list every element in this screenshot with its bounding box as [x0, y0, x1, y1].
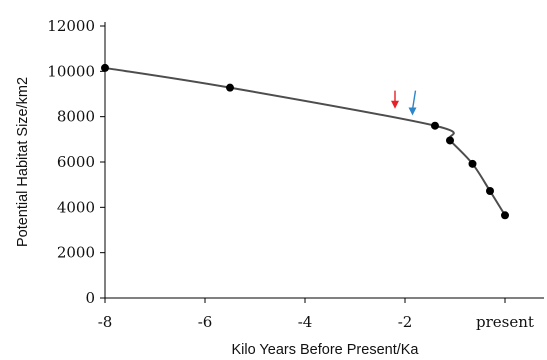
x-tick-label: present: [476, 313, 534, 331]
y-tick-label: 6000: [57, 153, 95, 171]
series-layer: [101, 63, 509, 220]
annotation-arrow: [391, 90, 399, 109]
y-axis-ticks: 0 2000 4000 6000 8000 10000 12000: [47, 17, 105, 307]
data-point: [468, 159, 477, 168]
data-point: [486, 187, 494, 196]
annotation-arrow: [408, 90, 417, 116]
data-point: [226, 83, 234, 92]
y-tick-label: 8000: [57, 108, 95, 126]
x-tick-label: -6: [198, 313, 213, 331]
annotation-layer: [391, 90, 417, 116]
x-axis-title: Kilo Years Before Present/Ka: [231, 342, 419, 358]
x-tick-label: -4: [298, 313, 313, 331]
y-tick-label: 2000: [57, 244, 95, 262]
data-point: [501, 211, 509, 220]
data-point: [446, 136, 454, 145]
y-tick-label: 12000: [47, 17, 95, 35]
data-point: [101, 63, 109, 72]
data-point: [431, 121, 439, 130]
y-axis-title: Potential Habitat Size/km2: [15, 77, 31, 247]
y-tick-label: 10000: [47, 62, 95, 80]
x-tick-label: -2: [398, 313, 413, 331]
y-tick-label: 4000: [57, 198, 95, 216]
y-tick-label: 0: [85, 289, 95, 307]
x-axis-ticks: -8 -6 -4 -2 present: [98, 298, 534, 331]
x-tick-label: -8: [98, 313, 113, 331]
series-line: [104, 66, 506, 216]
